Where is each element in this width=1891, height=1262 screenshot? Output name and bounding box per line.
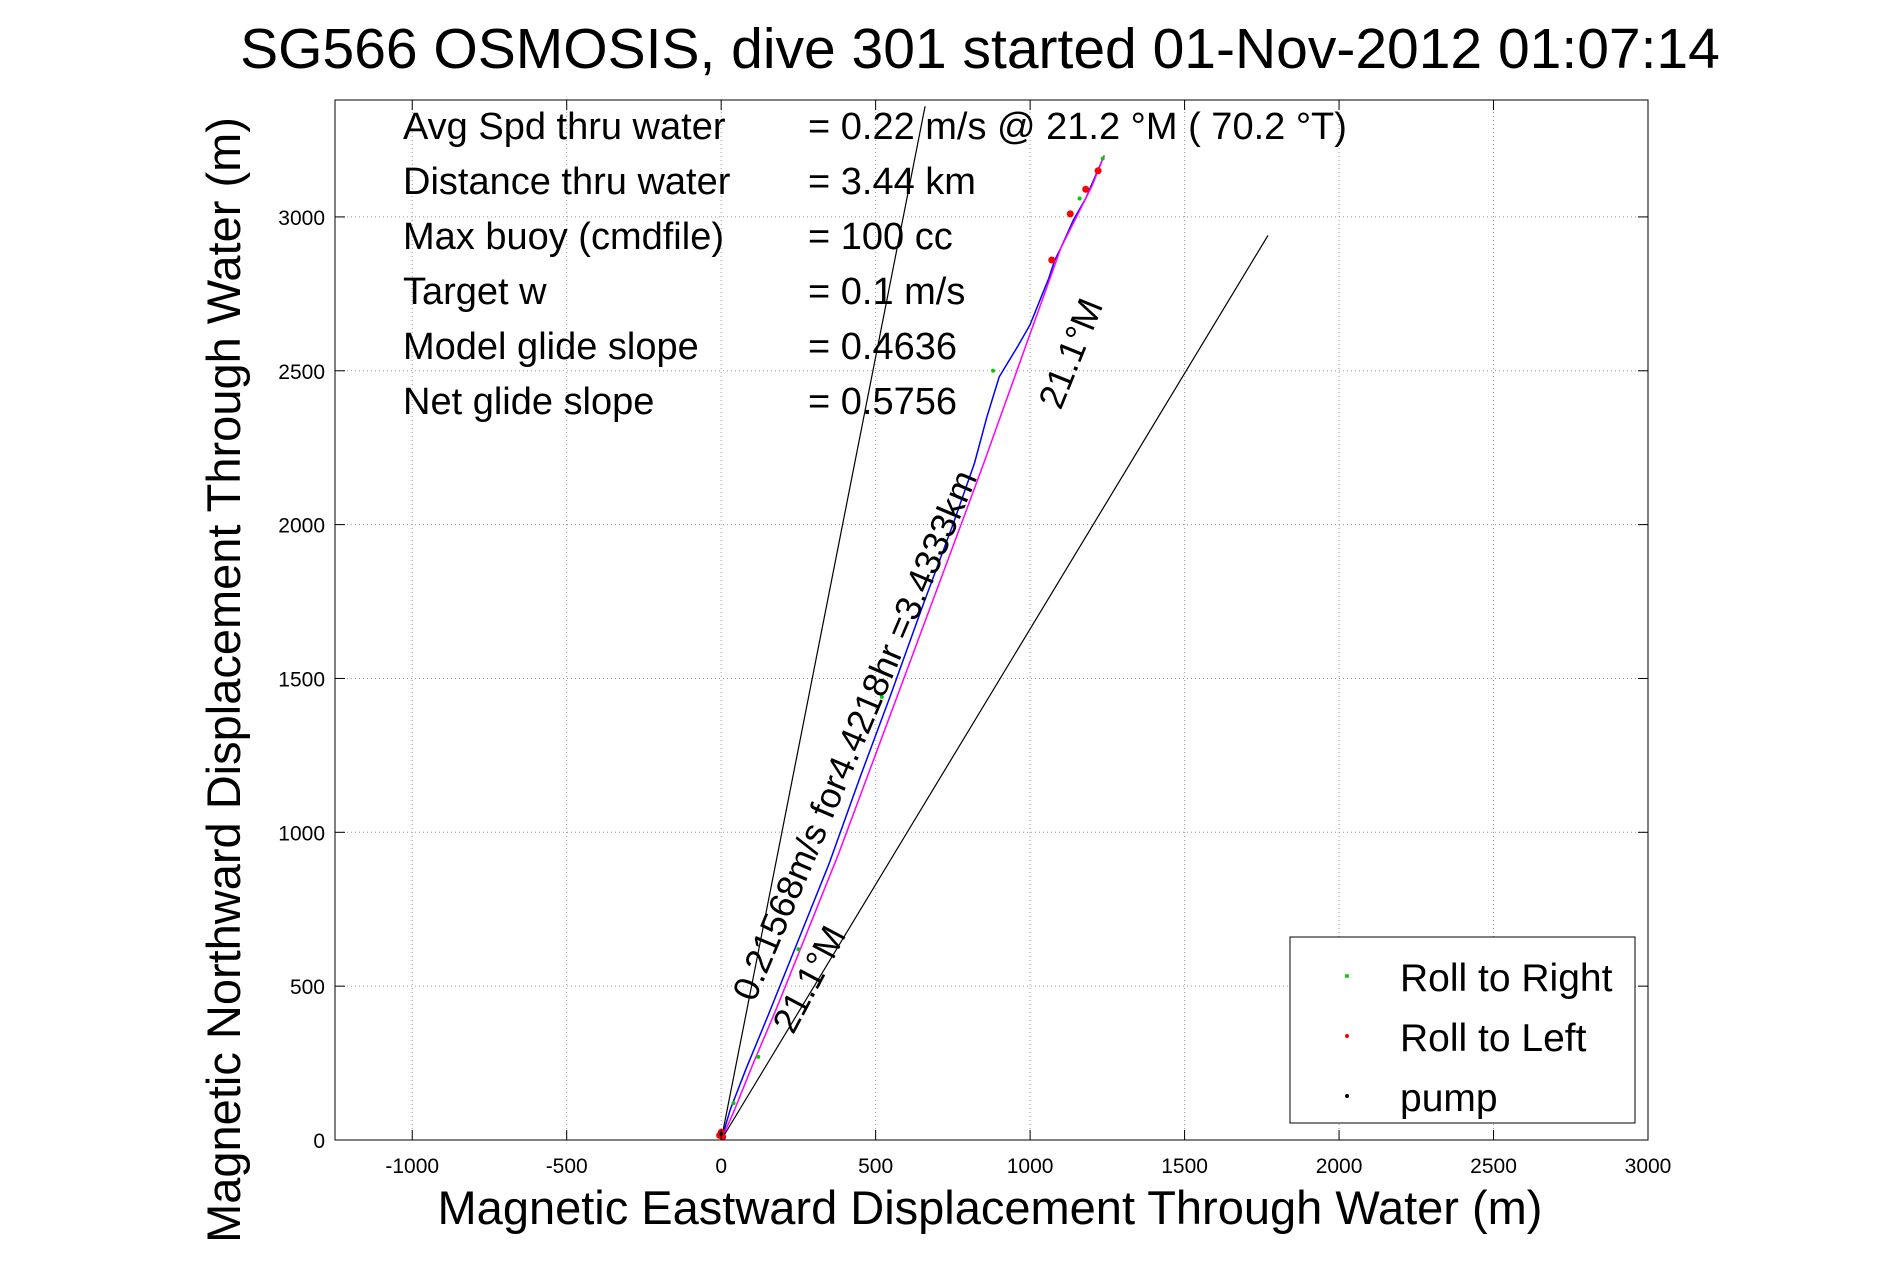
x-tick-label: 2000 bbox=[1316, 1155, 1363, 1178]
legend-label: Roll to Left bbox=[1400, 1017, 1587, 1060]
x-tick-label: 3000 bbox=[1625, 1155, 1672, 1178]
summary-label: Model glide slope bbox=[403, 326, 699, 368]
x-tick-label: -1000 bbox=[385, 1155, 439, 1178]
x-tick-label: -500 bbox=[546, 1155, 588, 1178]
legend: Roll to Right Roll to Left pump bbox=[1289, 936, 1636, 1124]
roll-left-point bbox=[1082, 185, 1090, 193]
roll-right-point bbox=[1100, 156, 1105, 161]
summary-label: Avg Spd thru water bbox=[403, 106, 726, 148]
x-tick-label: 0 bbox=[715, 1155, 727, 1178]
roll-right-point bbox=[756, 1054, 761, 1059]
summary-value: = 0.5756 bbox=[808, 381, 957, 423]
summary-annotation: Avg Spd thru water = 0.22 m/s @ 21.2 °M (… bbox=[403, 106, 1347, 423]
summary-value: = 0.4636 bbox=[808, 326, 957, 368]
y-tick-label: 500 bbox=[290, 976, 325, 999]
legend-box bbox=[1289, 936, 1636, 1124]
x-tick-label: 500 bbox=[858, 1155, 893, 1178]
roll-left-point bbox=[1094, 167, 1102, 175]
legend-marker bbox=[1345, 1034, 1349, 1038]
y-tick-label: 2000 bbox=[278, 515, 325, 538]
summary-label: Target w bbox=[403, 271, 547, 313]
legend-label: Roll to Right bbox=[1400, 957, 1613, 1000]
x-axis-ticks: -1000 -500 0 500 1000 1500 2000 2500 3000 bbox=[385, 100, 1671, 1178]
x-tick-label: 1000 bbox=[1007, 1155, 1054, 1178]
legend-marker bbox=[1345, 1094, 1349, 1098]
chart-title: SG566 OSMOSIS, dive 301 started 01-Nov-2… bbox=[240, 17, 1720, 81]
x-tick-label: 1500 bbox=[1161, 1155, 1208, 1178]
y-tick-label: 0 bbox=[313, 1130, 325, 1153]
roll-right-point bbox=[731, 1101, 736, 1106]
roll-left-point bbox=[1066, 210, 1074, 218]
series-layer bbox=[720, 106, 1269, 1141]
x-tick-label: 2500 bbox=[1470, 1155, 1517, 1178]
legend-label: pump bbox=[1400, 1077, 1498, 1120]
plot-area-frame bbox=[334, 99, 1649, 1141]
series-track-magenta bbox=[720, 155, 1105, 1141]
y-tick-label: 1500 bbox=[278, 668, 325, 691]
y-tick-label: 2500 bbox=[278, 361, 325, 384]
y-tick-label: 3000 bbox=[278, 207, 325, 230]
legend-marker bbox=[1345, 974, 1349, 978]
roll-right-point bbox=[1077, 196, 1082, 201]
summary-value: = 0.22 m/s @ 21.2 °M ( 70.2 °T) bbox=[808, 106, 1347, 148]
series-cone-left bbox=[720, 106, 926, 1141]
roll-right-point bbox=[879, 694, 884, 699]
roll-right-point bbox=[991, 368, 996, 373]
roll-right-point bbox=[796, 947, 801, 952]
summary-value: = 0.1 m/s bbox=[808, 271, 965, 313]
summary-label: Net glide slope bbox=[403, 381, 654, 423]
series-cone-right bbox=[720, 235, 1269, 1141]
y-axis-label: Magnetic Northward Displacement Through … bbox=[197, 117, 250, 1243]
heading-label-upper: 21.1°M bbox=[1030, 293, 1111, 414]
track-summary-label: 0.21568m/s for4.4218hr =3.4333km bbox=[724, 464, 985, 1006]
summary-label: Distance thru water bbox=[403, 161, 731, 203]
roll-left-point bbox=[1048, 256, 1056, 264]
summary-value: = 3.44 km bbox=[808, 161, 976, 203]
x-axis-label: Magnetic Eastward Displacement Through W… bbox=[438, 1181, 1543, 1234]
summary-label: Max buoy (cmdfile) bbox=[403, 216, 724, 258]
y-axis-ticks: 0 500 1000 1500 2000 2500 3000 bbox=[278, 207, 1648, 1153]
y-tick-label: 1000 bbox=[278, 822, 325, 845]
summary-value: = 100 cc bbox=[808, 216, 953, 258]
